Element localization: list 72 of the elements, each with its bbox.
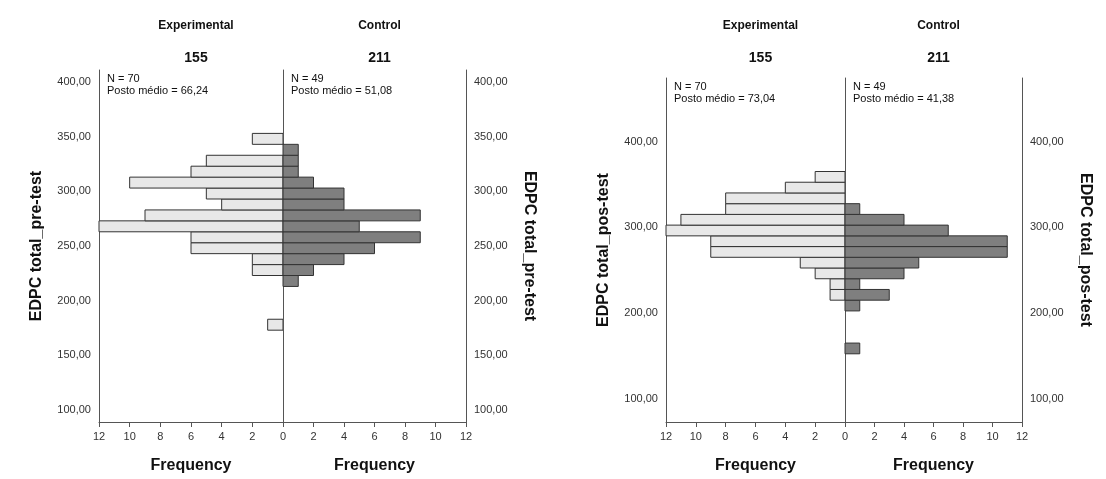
x-tick-label: 8 <box>959 429 967 442</box>
x-tick-label: 12 <box>1015 429 1029 442</box>
x-tick-label: 8 <box>722 429 729 442</box>
y-axis-title: EDPC total_pre-test <box>521 170 539 322</box>
chart-subtitle: 155 <box>748 49 773 65</box>
y-tick-label: 300,00 <box>57 184 91 197</box>
y-axis-title: EDPC total_pos-test <box>593 172 611 327</box>
x-tick-label: 6 <box>752 429 759 442</box>
y-tick-label: 350,00 <box>57 129 91 142</box>
annotation: Posto médio = 66,24 <box>107 83 209 96</box>
x-tick-label: 4 <box>782 429 789 442</box>
chart-subtitle: 211 <box>927 49 950 65</box>
x-tick-label: 6 <box>371 429 378 442</box>
y-tick-label: 100,00 <box>1030 391 1064 404</box>
x-axis-title: Frequency <box>150 455 232 473</box>
x-axis-title: Frequency <box>715 455 797 473</box>
annotation: N = 49 <box>291 71 324 84</box>
x-tick-label: 2 <box>871 429 878 442</box>
y-tick-label: 250,00 <box>474 238 508 251</box>
chart-subtitle: 155 <box>184 49 208 65</box>
y-tick-label: 200,00 <box>624 306 658 319</box>
x-tick-label: 4 <box>340 429 348 442</box>
annotation: Posto médio = 41,38 <box>853 91 955 104</box>
y-tick-label: 150,00 <box>57 348 91 361</box>
y-tick-label: 200,00 <box>1030 306 1064 319</box>
x-tick-label: 10 <box>689 429 702 442</box>
chart-title: Experimental <box>722 18 799 32</box>
chart-title: Experimental <box>158 18 234 32</box>
y-tick-label: 300,00 <box>474 184 508 197</box>
x-tick-label: 2 <box>812 429 819 442</box>
x-tick-label: 10 <box>429 429 442 442</box>
x-tick-label: 10 <box>986 429 999 442</box>
y-tick-label: 400,00 <box>624 134 658 147</box>
annotation: N = 70 <box>674 79 707 92</box>
x-tick-label: 12 <box>659 429 673 442</box>
y-tick-label: 100,00 <box>624 391 658 404</box>
x-tick-label: 6 <box>187 429 195 442</box>
x-tick-label: 12 <box>92 429 106 442</box>
x-tick-label: 2 <box>310 429 317 442</box>
chart-title: Control <box>358 18 401 32</box>
y-axis-title: EDPC total_pos-test <box>1077 173 1095 328</box>
y-tick-label: 100,00 <box>474 402 508 415</box>
y-tick-label: 300,00 <box>1030 220 1064 233</box>
x-tick-label: 10 <box>123 429 136 442</box>
y-tick-label: 200,00 <box>57 293 91 306</box>
y-tick-label: 350,00 <box>474 129 508 142</box>
y-tick-label: 100,00 <box>57 402 91 415</box>
x-tick-label: 2 <box>249 429 256 442</box>
x-tick-label: 6 <box>930 429 937 442</box>
x-tick-label: 8 <box>401 429 409 442</box>
x-tick-label: 4 <box>900 429 908 442</box>
annotation: Posto médio = 51,08 <box>291 83 393 96</box>
chart-title: Control <box>917 18 960 32</box>
x-tick-label: 12 <box>459 429 473 442</box>
y-tick-label: 150,00 <box>474 348 508 361</box>
y-tick-label: 400,00 <box>1030 134 1064 147</box>
y-tick-label: 400,00 <box>474 74 508 87</box>
annotation: N = 70 <box>107 71 140 84</box>
y-axis-title: EDPC total_pre-test <box>26 170 44 322</box>
x-axis-title: Frequency <box>334 455 416 473</box>
x-tick-label: 8 <box>157 429 164 442</box>
y-tick-label: 200,00 <box>474 293 508 306</box>
y-tick-label: 300,00 <box>624 220 658 233</box>
y-tick-label: 400,00 <box>57 74 91 87</box>
x-axis-title: Frequency <box>893 455 975 473</box>
annotation: Posto médio = 73,04 <box>674 91 776 104</box>
x-tick-label: 0 <box>279 429 287 442</box>
annotation: N = 49 <box>853 79 886 92</box>
y-tick-label: 250,00 <box>57 238 91 251</box>
x-tick-label: 4 <box>218 429 225 442</box>
chart-subtitle: 211 <box>368 49 391 65</box>
x-tick-label: 0 <box>841 429 849 442</box>
